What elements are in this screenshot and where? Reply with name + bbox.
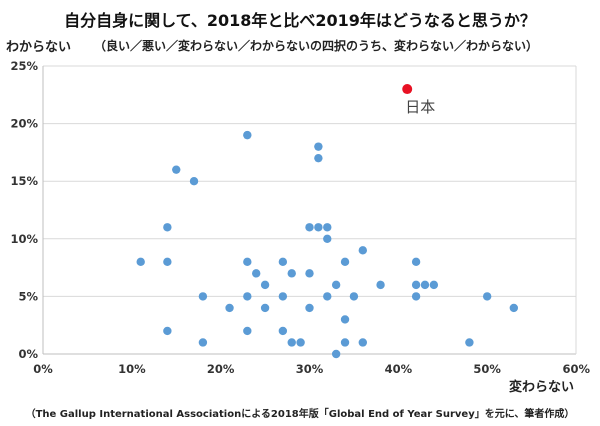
data-point [305,303,314,313]
data-point [340,338,350,347]
data-point [420,280,430,290]
data-point [305,269,314,278]
data-point [340,315,350,324]
data-point [243,292,252,301]
data-point [225,303,234,313]
data-point [172,165,181,174]
data-point [465,338,474,347]
data-point [323,234,332,243]
data-point [340,257,350,267]
y-tick-label: 25% [10,59,38,73]
x-tick-label: 10% [118,362,146,376]
x-axis-label: 変わらない [508,380,574,395]
y-tick-label: 15% [10,174,38,188]
data-point [198,292,208,301]
data-point [278,292,288,301]
x-tick-label: 60% [562,362,590,376]
gridlines [42,65,577,355]
x-tick-label: 30% [296,362,324,376]
data-point [163,257,172,267]
data-point [243,257,252,267]
data-point [331,280,341,290]
y-axis-label: わからない [6,40,72,55]
data-points [136,84,519,359]
chart-subtitle: （良い／悪い／変わらない／わからないの四択のうち、変わらない／わからない） [94,39,539,53]
data-point [278,257,288,267]
data-point [323,223,332,232]
data-point [287,338,296,347]
y-tick-label: 10% [10,232,38,246]
data-point [260,280,270,290]
data-point [243,326,252,336]
x-tick-label: 40% [385,362,413,376]
x-tick-label: 0% [33,362,53,376]
data-point [411,280,421,290]
highlight-point-japan [402,84,413,95]
data-point [189,177,199,186]
x-tick-label: 50% [473,362,501,376]
y-tick-label: 20% [10,117,38,131]
point-label-japan: 日本 [405,98,435,116]
data-point [252,269,261,278]
chart-title: 自分自身に関して、2018年と比べ2019年はどうなると思うか？ [64,11,536,30]
data-point [429,280,439,290]
data-point [314,153,323,163]
source-note: （The Gallup International Associationによる… [25,409,575,420]
y-tick-labels: 0% 5% 10% 15% 20% 25% [10,59,38,361]
data-point [376,280,385,290]
x-tick-labels: 0% 10% 20% 30% 40% 50% 60% [33,362,590,376]
data-point [411,292,421,301]
y-tick-label: 5% [18,289,38,303]
data-point [349,292,359,301]
data-point [278,326,288,336]
data-point [287,269,296,278]
data-point [305,223,314,232]
data-point [260,303,270,313]
annotations: 日本 [405,98,435,116]
x-tick-label: 20% [207,362,235,376]
data-point [243,130,252,140]
data-point [323,292,332,301]
data-point [509,303,519,313]
data-point [136,257,145,267]
data-point [296,338,305,347]
data-point [163,326,172,336]
y-tick-label: 0% [18,347,38,361]
data-point [331,349,341,359]
data-point [314,142,323,151]
data-point [314,223,323,232]
data-point [163,223,172,232]
data-point [358,338,367,347]
data-point [198,338,208,347]
data-point [411,257,421,267]
data-point [358,246,367,255]
data-point [482,292,492,301]
